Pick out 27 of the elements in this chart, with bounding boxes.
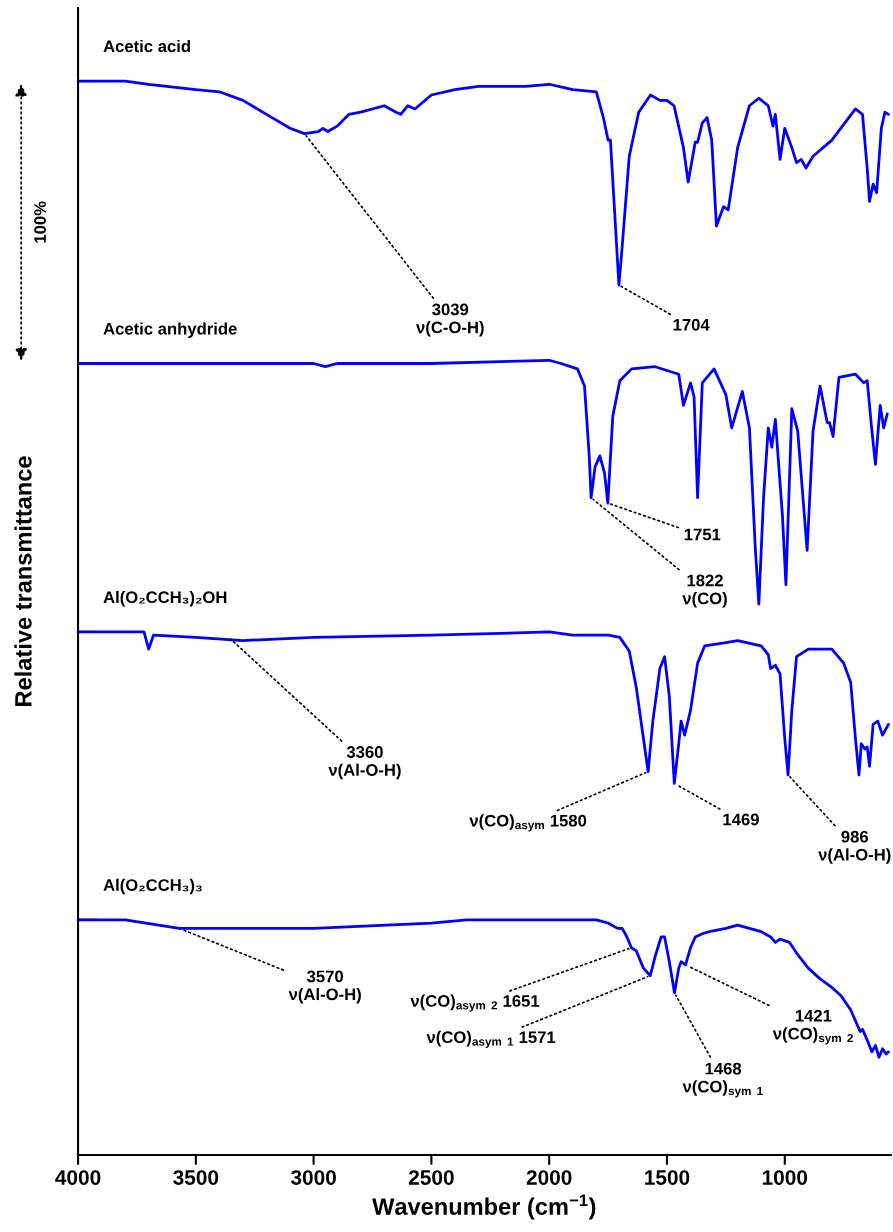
series-label: Acetic anhydride	[103, 322, 237, 338]
x-tick-label: 2500	[408, 1170, 454, 1185]
annotation: 1751	[684, 528, 721, 541]
text: 100%	[34, 201, 46, 243]
annotation: 1822 ν(CO)	[682, 574, 727, 608]
x-tick-label: 1500	[645, 1170, 690, 1185]
annotation: 3570 ν(Al-O-H)	[288, 970, 361, 1004]
annotation: ν(CO)$_{asym 2}$ 1651	[410, 994, 540, 1012]
x-axis-title: Wavenumber (cm$^{−1}$)	[372, 1194, 596, 1220]
x-tick-label: 3000	[290, 1170, 336, 1185]
annotation: 1469	[723, 813, 759, 826]
series-label: Al(O₂CCH₃)₂OH	[103, 590, 227, 607]
annotation: 3039 ν(C-O-H)	[416, 303, 484, 337]
x-tick-label: 1000	[762, 1170, 808, 1185]
x-tick-label: 2000	[526, 1170, 572, 1185]
x-tick-label: 3500	[173, 1170, 219, 1185]
annotation: ν(CO)$_{asym 1}$ 1571	[426, 1030, 556, 1049]
annotation: 1704	[673, 318, 710, 331]
y-axis-title: Relative transmittance	[14, 456, 32, 706]
series-label: Al(O₂CCH₃)₃	[103, 878, 202, 895]
annotation: 3360 ν(Al-O-H)	[328, 746, 401, 780]
series-label: Acetic acid	[103, 39, 190, 53]
x-tick-label: 4000	[55, 1170, 101, 1185]
annotation: ν(CO)$_{asym}$ 1580	[469, 814, 587, 832]
annotation: 986 ν(Al-O-H)	[818, 830, 891, 864]
annotation: 1421 ν(CO)$_{sym 2}$	[772, 1009, 853, 1045]
annotation: 1468 ν(CO)$_{sym 1}$	[682, 1062, 763, 1098]
